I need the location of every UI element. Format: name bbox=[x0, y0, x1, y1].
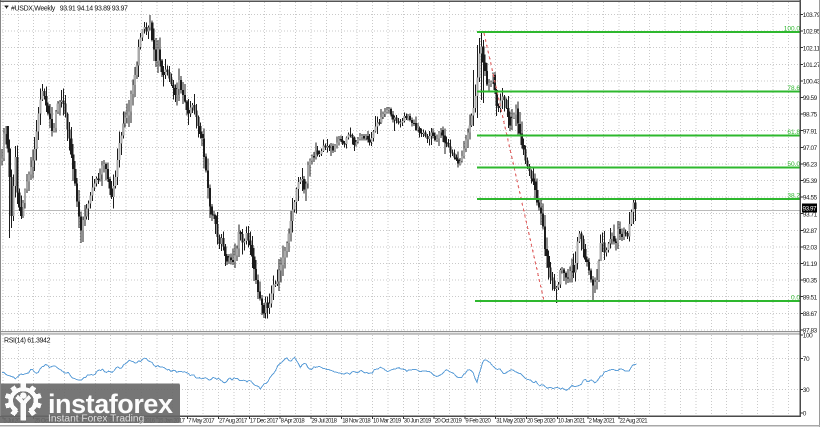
svg-text:92.87: 92.87 bbox=[803, 228, 818, 235]
svg-text:instaforex: instaforex bbox=[48, 389, 173, 419]
svg-text:89.51: 89.51 bbox=[803, 294, 818, 301]
svg-text:0.0: 0.0 bbox=[791, 295, 800, 302]
svg-text:38.2: 38.2 bbox=[787, 192, 800, 199]
svg-text:78.6: 78.6 bbox=[787, 85, 800, 92]
svg-text:8 Apr 2018: 8 Apr 2018 bbox=[281, 419, 306, 425]
svg-text:100.43: 100.43 bbox=[803, 79, 820, 86]
svg-text:18 Nov 2018: 18 Nov 2018 bbox=[342, 419, 371, 425]
svg-text:102.11: 102.11 bbox=[803, 45, 820, 52]
svg-text:20 Sep 2020: 20 Sep 2020 bbox=[527, 419, 556, 425]
svg-text:10 Jan 2021: 10 Jan 2021 bbox=[558, 419, 586, 425]
svg-text:#USDX,Weekly 93.91 94.14 93.: #USDX,Weekly 93.91 94.14 93.89 93.97 bbox=[11, 6, 128, 13]
svg-text:2 May 2021: 2 May 2021 bbox=[589, 419, 616, 425]
svg-text:31 May 2020: 31 May 2020 bbox=[496, 419, 526, 425]
svg-text:100: 100 bbox=[803, 333, 813, 340]
svg-text:7 May 2017: 7 May 2017 bbox=[188, 419, 215, 425]
svg-text:30 Jun 2019: 30 Jun 2019 bbox=[404, 419, 432, 425]
svg-text:70: 70 bbox=[803, 356, 810, 363]
svg-text:87.83: 87.83 bbox=[803, 328, 818, 335]
svg-text:29 Jul 2018: 29 Jul 2018 bbox=[311, 419, 337, 425]
svg-text:93.71: 93.71 bbox=[803, 211, 818, 218]
svg-text:20 Oct 2019: 20 Oct 2019 bbox=[435, 419, 463, 425]
svg-text:94.55: 94.55 bbox=[803, 195, 818, 202]
svg-text:RSI(14) 61.3942: RSI(14) 61.3942 bbox=[4, 337, 51, 344]
svg-text:10 Mar 2019: 10 Mar 2019 bbox=[373, 419, 402, 425]
svg-text:96.23: 96.23 bbox=[803, 162, 818, 169]
svg-text:95.39: 95.39 bbox=[803, 178, 818, 185]
svg-text:97.07: 97.07 bbox=[803, 145, 818, 152]
svg-text:61.8: 61.8 bbox=[787, 129, 800, 136]
svg-text:99.59: 99.59 bbox=[803, 95, 818, 102]
svg-text:100.0: 100.0 bbox=[784, 25, 801, 32]
svg-text:Instant Forex Trading: Instant Forex Trading bbox=[48, 414, 145, 425]
svg-text:9 Feb 2020: 9 Feb 2020 bbox=[465, 419, 491, 425]
svg-text:30: 30 bbox=[803, 387, 810, 394]
svg-text:97.91: 97.91 bbox=[803, 128, 818, 135]
svg-text:88.67: 88.67 bbox=[803, 311, 818, 318]
svg-text:92.03: 92.03 bbox=[803, 245, 818, 252]
svg-text:102.95: 102.95 bbox=[803, 29, 820, 36]
svg-text:22 Aug 2021: 22 Aug 2021 bbox=[619, 419, 648, 425]
svg-text:91.19: 91.19 bbox=[803, 261, 818, 268]
svg-text:93.97: 93.97 bbox=[803, 206, 817, 213]
svg-text:50.0: 50.0 bbox=[787, 161, 800, 168]
svg-text:90.35: 90.35 bbox=[803, 278, 818, 285]
svg-text:98.75: 98.75 bbox=[803, 112, 818, 119]
svg-text:101.27: 101.27 bbox=[803, 62, 820, 69]
svg-text:0: 0 bbox=[803, 410, 807, 417]
svg-text:27 Aug 2017: 27 Aug 2017 bbox=[219, 419, 248, 425]
svg-text:103.79: 103.79 bbox=[803, 12, 820, 19]
svg-text:17 Dec 2017: 17 Dec 2017 bbox=[250, 419, 279, 425]
